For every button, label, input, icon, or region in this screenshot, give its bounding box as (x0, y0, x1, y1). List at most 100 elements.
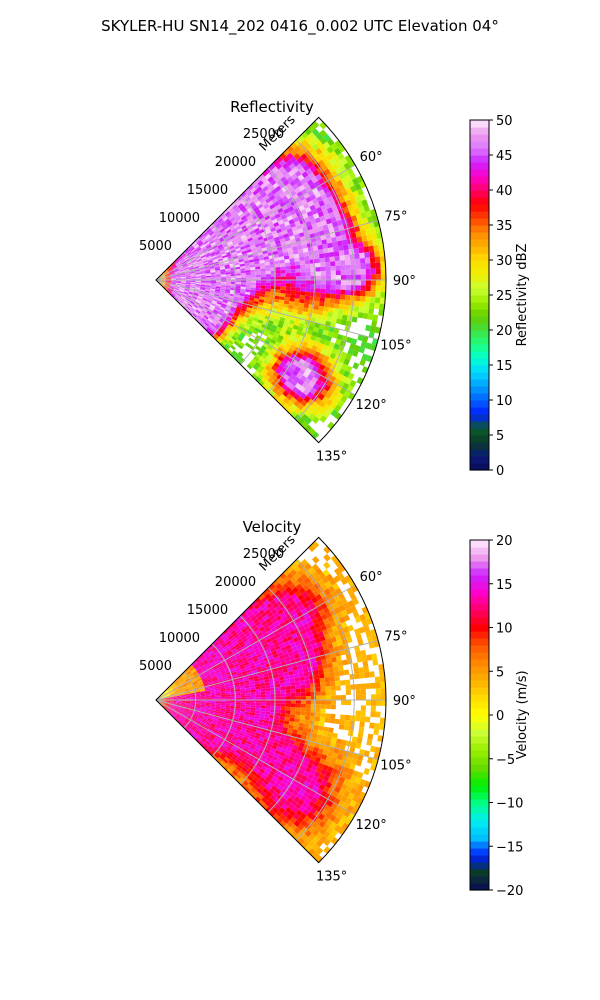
radar-cell (328, 341, 336, 349)
radar-cell (176, 293, 182, 297)
radar-cell (185, 273, 191, 276)
radar-cell (265, 280, 271, 284)
azimuth-tick-label: 105° (380, 338, 411, 353)
colorbar-tick-label: 45 (496, 149, 513, 164)
radar-cell (196, 299, 202, 303)
colorbar-swatch (470, 225, 489, 233)
radar-cell (187, 262, 193, 266)
radar-cell (271, 335, 278, 342)
radar-cell (323, 668, 329, 674)
radar-cell (225, 703, 231, 706)
radar-cell (300, 291, 306, 296)
radar-cell (205, 269, 211, 273)
radar-cell (294, 356, 302, 363)
radar-cell (192, 260, 198, 264)
radar-cell (226, 229, 232, 234)
radar-cell (188, 264, 194, 268)
radar-cell (230, 344, 236, 351)
radar-cell (303, 303, 310, 309)
radar-cell (219, 228, 225, 233)
radar-cell (188, 266, 195, 270)
radar-cell (236, 236, 242, 242)
radar-cell (250, 707, 256, 711)
radar-cell (182, 253, 187, 258)
radar-cell (229, 217, 236, 223)
radar-cell (285, 286, 291, 291)
radar-cell (285, 276, 291, 280)
radar-cell (206, 255, 212, 259)
radar-cell (274, 213, 281, 219)
radar-cell (328, 302, 335, 309)
radar-cell (310, 335, 317, 341)
radar-cell (183, 290, 189, 294)
radar-cell (159, 282, 165, 287)
radar-cell (251, 235, 258, 240)
radar-cell (233, 198, 240, 205)
radar-cell (260, 191, 268, 198)
radar-cell (249, 209, 255, 215)
radar-cell (230, 283, 236, 287)
radar-cell (249, 219, 256, 225)
radar-cell (204, 289, 211, 292)
radar-cell (255, 324, 262, 330)
radar-cell (325, 320, 332, 327)
radar-cell (295, 264, 301, 270)
radar-cell (328, 727, 334, 733)
radar-cell (325, 335, 332, 342)
radar-cell (235, 234, 241, 240)
radar-cell (316, 221, 323, 228)
radar-cell (302, 371, 310, 379)
radar-cell (169, 271, 175, 274)
radar-cell (320, 682, 326, 688)
radar-cell (283, 303, 289, 309)
radar-cell (290, 190, 297, 197)
radar-cell (188, 290, 195, 294)
radar-cell (295, 703, 301, 708)
radar-cell (175, 281, 181, 282)
radar-cell (300, 268, 306, 273)
radar-cell (279, 238, 286, 244)
radar-cell (230, 280, 236, 283)
radar-cell (160, 278, 166, 280)
range-tick-label: 20000 (215, 155, 256, 170)
radar-cell (173, 268, 179, 271)
radar-cell (160, 278, 166, 280)
radar-cell (211, 243, 217, 248)
radar-cell (330, 289, 336, 295)
radar-cell (254, 192, 261, 199)
radar-cell (235, 308, 241, 313)
radar-cell (310, 284, 316, 289)
radar-cell (195, 270, 201, 273)
radar-cell (245, 270, 251, 273)
radar-cell (264, 294, 271, 298)
radar-cell (205, 312, 211, 317)
radar-cell (216, 303, 222, 307)
radar-cell (308, 214, 315, 221)
radar-cell (180, 259, 185, 264)
radar-cell (188, 302, 194, 307)
radar-cell (311, 208, 318, 215)
radar-cell (237, 343, 244, 350)
radar-cell (288, 335, 295, 342)
radar-cell (271, 172, 278, 180)
radar-cell (214, 292, 220, 296)
radar-cell (354, 253, 360, 260)
radar-cell (250, 287, 256, 291)
radar-cell (232, 204, 238, 210)
radar-cell (235, 266, 241, 270)
radar-cell (292, 393, 300, 401)
radar-cell (295, 389, 303, 397)
radar-cell (232, 253, 238, 258)
radar-cell (250, 692, 256, 696)
radar-cell (283, 255, 290, 260)
radar-cell (201, 299, 207, 303)
radar-cell (295, 276, 301, 280)
radar-cell (331, 236, 337, 243)
radar-cell (333, 343, 340, 350)
radar-cell (300, 287, 306, 292)
radar-cell (260, 271, 266, 275)
radar-cell (205, 303, 211, 308)
radar-cell (341, 314, 348, 321)
radar-cell (294, 187, 301, 194)
radar-cell (281, 358, 289, 365)
